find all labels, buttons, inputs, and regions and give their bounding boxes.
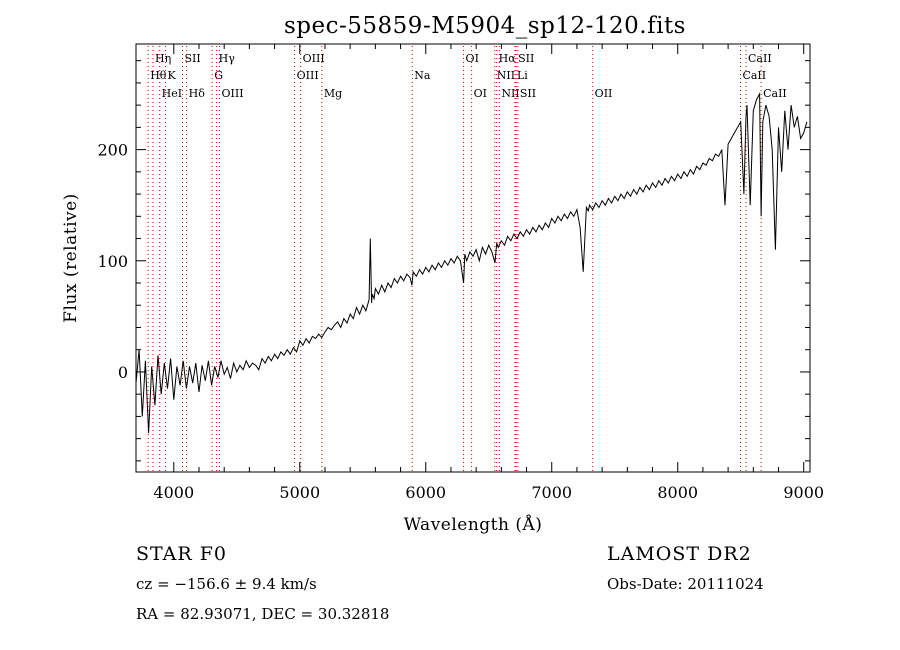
line-marker-label: SII: [518, 52, 534, 65]
line-marker-label: Mg: [324, 87, 342, 100]
line-marker-label: CaII: [763, 87, 787, 100]
line-marker-label: SII: [520, 87, 536, 100]
redshift-readout: cz = −156.6 ± 9.4 km/s: [136, 575, 317, 593]
object-class: STAR F0: [136, 543, 227, 565]
line-marker-label: OII: [595, 87, 613, 100]
line-marker-label: Hδ: [189, 87, 206, 100]
line-marker-label: OI: [474, 87, 487, 100]
plot-frame: [135, 43, 811, 473]
line-marker-label: OIII: [297, 69, 319, 82]
line-marker-label: CaII: [748, 52, 772, 65]
line-marker-label: Hη: [155, 52, 171, 65]
y-tick-label: 100: [97, 252, 128, 271]
y-axis-label: Flux (relative): [61, 193, 81, 323]
x-tick-label: 9000: [783, 483, 824, 502]
line-marker-label: Hγ: [219, 52, 236, 65]
spectrum-line: [135, 92, 808, 434]
line-marker-label: Hθ: [150, 69, 167, 82]
line-marker-label: NII: [497, 69, 515, 82]
line-marker-label: OIII: [222, 87, 244, 100]
x-axis-label: Wavelength (Å): [404, 514, 543, 535]
survey-name: LAMOST DR2: [607, 543, 752, 565]
observation-date: Obs-Date: 20111024: [607, 575, 764, 593]
y-tick-label: 200: [97, 141, 128, 160]
line-marker-label: NII: [501, 87, 519, 100]
y-tick-label: 0: [118, 363, 128, 382]
x-tick-label: 8000: [657, 483, 698, 502]
line-marker-label: Hα: [499, 52, 517, 65]
x-tick-label: 6000: [405, 483, 446, 502]
line-marker-label: Na: [414, 69, 431, 82]
x-tick-label: 4000: [153, 483, 194, 502]
x-tick-label: 7000: [531, 483, 572, 502]
line-marker-label: G: [214, 69, 223, 82]
line-marker-label: CaII: [742, 69, 766, 82]
line-marker-label: OI: [466, 52, 479, 65]
line-marker-label: OIII: [303, 52, 325, 65]
coordinates-readout: RA = 82.93071, DEC = 30.32818: [136, 605, 390, 623]
line-marker-label: HeI: [162, 87, 182, 100]
line-marker-label: SII: [184, 52, 200, 65]
chart-title: spec-55859-M5904_sp12-120.fits: [284, 13, 686, 39]
line-marker-label: Li: [517, 69, 528, 82]
x-tick-label: 5000: [279, 483, 320, 502]
line-marker-label: K: [167, 69, 176, 82]
